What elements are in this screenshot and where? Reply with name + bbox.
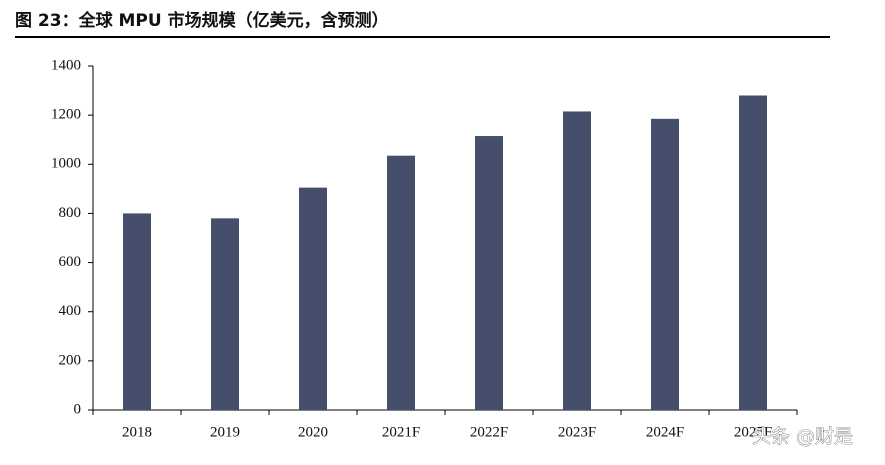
bar: [123, 213, 151, 410]
watermark: 头条 @财是: [752, 426, 853, 448]
y-tick-label: 400: [59, 303, 82, 319]
bar: [651, 118, 679, 410]
plot-area: 0 200 400 600 800 1000 1200 1400 2018 2019 2020 202…: [51, 57, 798, 440]
y-tick-label: 1200: [51, 107, 81, 123]
x-tick-label: 2022F: [470, 424, 508, 440]
x-tick-label: 2021F: [382, 424, 420, 440]
chart-title: 图 23：全球 MPU 市场规模（亿美元，含预测）: [15, 10, 389, 31]
bar: [299, 187, 327, 410]
y-tick-label: 600: [59, 254, 82, 270]
x-tick-label: 2019: [210, 424, 240, 440]
y-tick-label: 200: [59, 352, 82, 368]
x-tick-label: 2020: [298, 424, 328, 440]
x-tick-label: 2025F: [734, 424, 772, 440]
bar: [739, 95, 767, 410]
bar: [475, 136, 503, 410]
x-tick-label: 2024F: [646, 424, 684, 440]
bar: [563, 111, 591, 410]
bar: [387, 155, 415, 410]
y-tick-label: 800: [59, 205, 82, 221]
y-tick-label: 1400: [51, 57, 81, 73]
x-tick-label: 2023F: [558, 424, 596, 440]
x-tick-label: 2018: [122, 424, 152, 440]
y-tick-label: 0: [74, 401, 82, 417]
y-tick-label: 1000: [51, 156, 81, 172]
bar: [211, 218, 239, 410]
